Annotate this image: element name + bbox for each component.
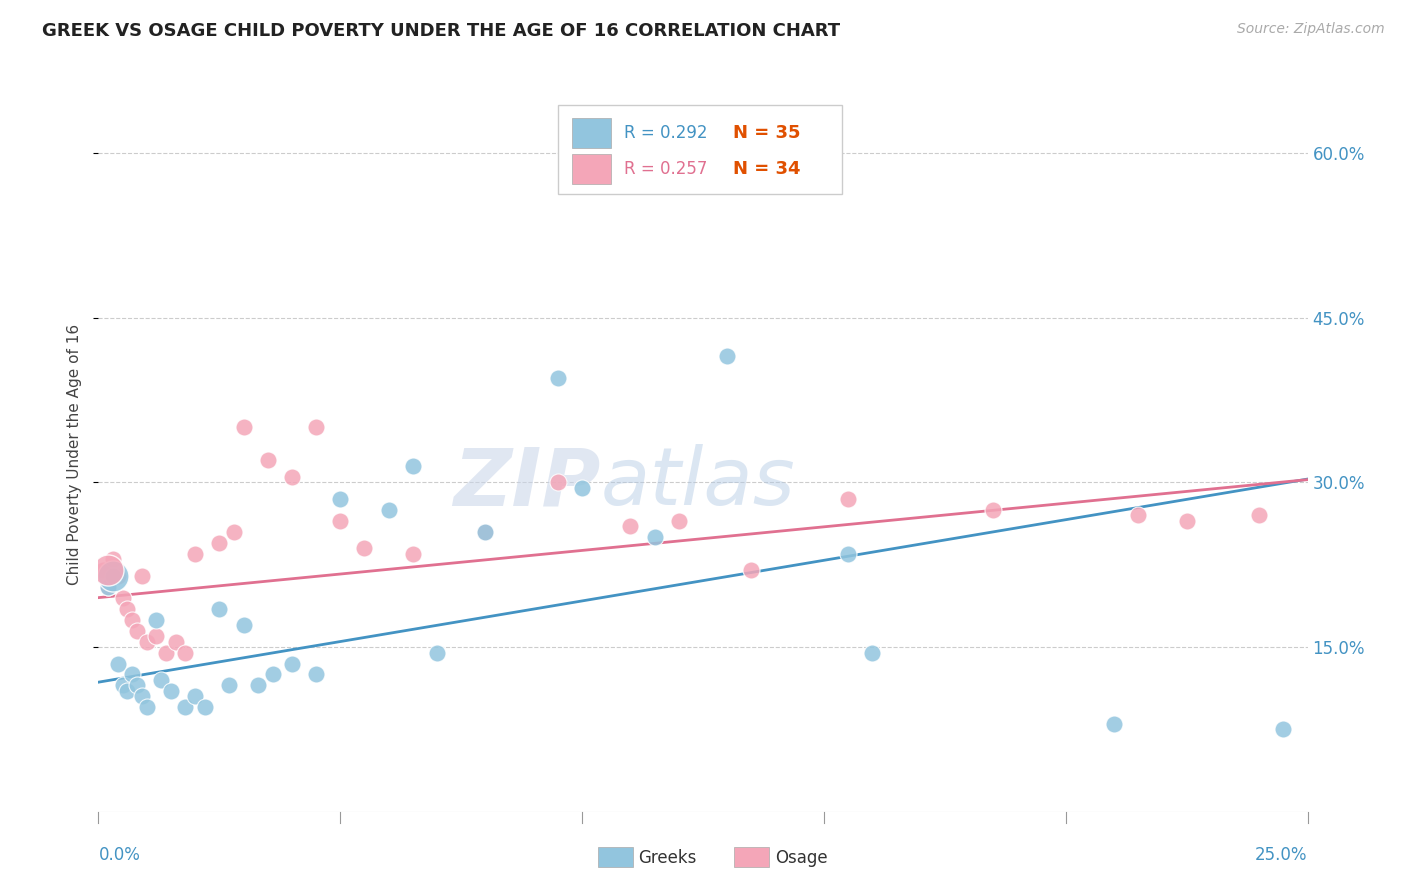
Point bbox=[184, 547, 207, 561]
Point bbox=[111, 591, 134, 605]
Point bbox=[329, 491, 352, 506]
Text: 25.0%: 25.0% bbox=[1256, 846, 1308, 863]
Point bbox=[107, 568, 129, 582]
Point bbox=[101, 568, 124, 582]
Point bbox=[232, 618, 254, 632]
Point bbox=[111, 678, 134, 692]
Point bbox=[97, 580, 120, 594]
Point bbox=[160, 684, 183, 698]
Point bbox=[402, 458, 425, 473]
Text: N = 35: N = 35 bbox=[734, 124, 801, 142]
Y-axis label: Child Poverty Under the Age of 16: Child Poverty Under the Age of 16 bbox=[67, 325, 83, 585]
Point bbox=[740, 563, 762, 577]
Point bbox=[91, 563, 114, 577]
Point bbox=[97, 563, 120, 577]
Point bbox=[150, 673, 173, 687]
Point bbox=[121, 667, 143, 681]
Point bbox=[1175, 514, 1198, 528]
Point bbox=[474, 524, 496, 539]
Point bbox=[547, 475, 569, 490]
Point bbox=[1249, 508, 1271, 523]
Point bbox=[1128, 508, 1150, 523]
Point bbox=[174, 700, 197, 714]
FancyBboxPatch shape bbox=[572, 118, 612, 148]
Point bbox=[426, 646, 449, 660]
Point bbox=[474, 524, 496, 539]
Text: GREEK VS OSAGE CHILD POVERTY UNDER THE AGE OF 16 CORRELATION CHART: GREEK VS OSAGE CHILD POVERTY UNDER THE A… bbox=[42, 22, 841, 40]
Text: ZIP: ZIP bbox=[453, 444, 600, 523]
Point bbox=[716, 349, 738, 363]
Point bbox=[281, 657, 304, 671]
Point bbox=[262, 667, 284, 681]
Point bbox=[135, 634, 157, 648]
FancyBboxPatch shape bbox=[572, 153, 612, 184]
Point bbox=[218, 678, 240, 692]
Point bbox=[117, 684, 139, 698]
Text: N = 34: N = 34 bbox=[734, 160, 801, 178]
Text: R = 0.257: R = 0.257 bbox=[624, 160, 707, 178]
Point bbox=[145, 613, 167, 627]
Point bbox=[281, 470, 304, 484]
Point bbox=[247, 678, 270, 692]
Point bbox=[837, 547, 859, 561]
Point bbox=[155, 646, 177, 660]
Point bbox=[981, 503, 1004, 517]
Point bbox=[194, 700, 217, 714]
Point bbox=[107, 657, 129, 671]
Point bbox=[131, 690, 153, 704]
Text: Greeks: Greeks bbox=[638, 849, 697, 867]
Point bbox=[256, 453, 278, 467]
Point bbox=[101, 568, 124, 582]
Point bbox=[644, 530, 666, 544]
Point bbox=[135, 700, 157, 714]
Point bbox=[1272, 723, 1295, 737]
Point bbox=[184, 690, 207, 704]
Point bbox=[232, 420, 254, 434]
Text: R = 0.292: R = 0.292 bbox=[624, 124, 707, 142]
Point bbox=[97, 580, 120, 594]
Point bbox=[145, 629, 167, 643]
Point bbox=[101, 552, 124, 566]
Point bbox=[353, 541, 375, 556]
Point bbox=[127, 678, 149, 692]
Point bbox=[547, 371, 569, 385]
Text: Source: ZipAtlas.com: Source: ZipAtlas.com bbox=[1237, 22, 1385, 37]
Point bbox=[208, 601, 231, 615]
Point bbox=[121, 613, 143, 627]
Point bbox=[305, 420, 328, 434]
Point bbox=[837, 491, 859, 506]
Point bbox=[860, 646, 883, 660]
Point bbox=[208, 535, 231, 549]
Text: Osage: Osage bbox=[775, 849, 827, 867]
Point bbox=[1102, 717, 1125, 731]
Point bbox=[571, 481, 593, 495]
Text: 0.0%: 0.0% bbox=[98, 846, 141, 863]
Point bbox=[305, 667, 328, 681]
Point bbox=[117, 601, 139, 615]
Point bbox=[165, 634, 187, 648]
Point bbox=[668, 514, 690, 528]
Point bbox=[619, 519, 641, 533]
Point bbox=[377, 503, 399, 517]
Point bbox=[174, 646, 197, 660]
Text: atlas: atlas bbox=[600, 444, 794, 523]
Point bbox=[402, 547, 425, 561]
FancyBboxPatch shape bbox=[558, 105, 842, 194]
Point bbox=[127, 624, 149, 638]
Point bbox=[222, 524, 245, 539]
Point bbox=[329, 514, 352, 528]
Point bbox=[131, 568, 153, 582]
